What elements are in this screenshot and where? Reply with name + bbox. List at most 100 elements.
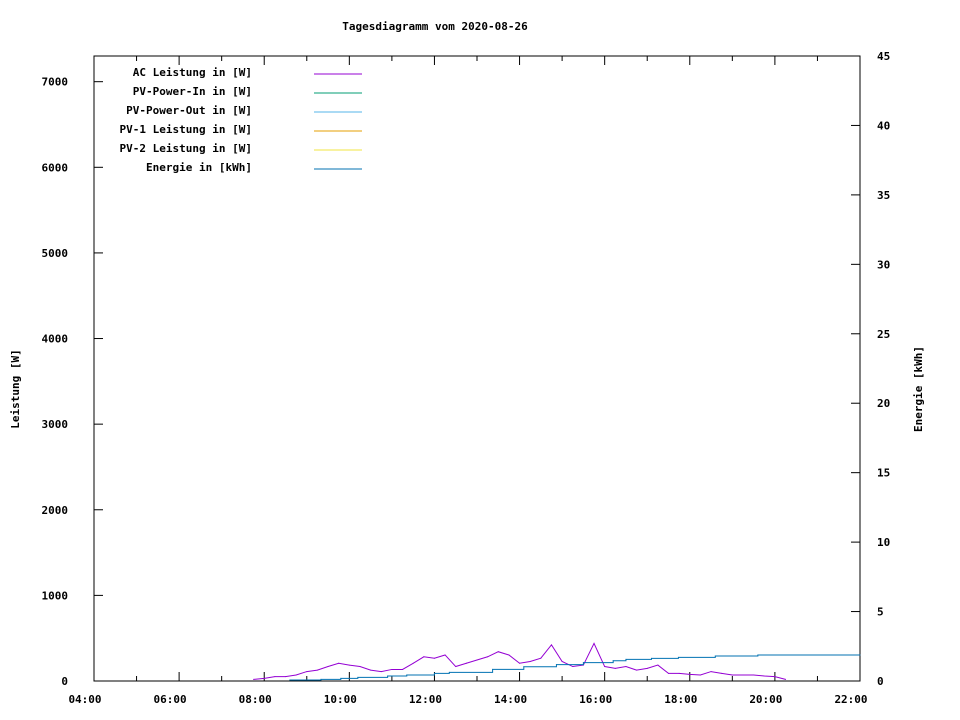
x-tick-label: 10:00 [324, 693, 357, 706]
data-point [753, 674, 755, 676]
legend: AC Leistung in [W] PV-Power-In in [W] PV-P… [120, 66, 362, 174]
x-tick-label: 22:00 [834, 693, 867, 706]
data-point [646, 667, 648, 669]
y2-tick-label: 0 [877, 675, 884, 688]
y-tick-label: 2000 [42, 504, 69, 517]
x-tick-label: 14:00 [494, 693, 527, 706]
data-point [540, 657, 542, 659]
data-point [678, 672, 680, 674]
y2-tick-label: 40 [877, 119, 890, 132]
data-point [561, 660, 563, 662]
data-point [612, 660, 614, 662]
legend-label: PV-2 Leistung in [W] [120, 142, 252, 155]
data-point [380, 671, 382, 673]
data-point [721, 672, 723, 674]
data-point [508, 654, 510, 656]
data-point [550, 644, 552, 646]
y-tick-label: 5000 [42, 247, 69, 260]
data-point [625, 666, 627, 668]
data-point [289, 679, 291, 681]
data-point [714, 655, 716, 657]
y-tick-label: 1000 [42, 589, 69, 602]
y-tick-label: 4000 [42, 333, 69, 346]
data-point [423, 656, 425, 658]
data-point [785, 678, 787, 680]
data-point [348, 664, 350, 666]
x-tick-label: 18:00 [664, 693, 697, 706]
data-point [391, 668, 393, 670]
data-point [357, 676, 359, 678]
data-point [497, 651, 499, 653]
x-tick-label: 08:00 [239, 693, 272, 706]
data-point [476, 659, 478, 661]
data-point [338, 662, 340, 664]
data-point [316, 669, 318, 671]
data-point [757, 654, 759, 656]
data-point [519, 662, 521, 664]
data-point [689, 673, 691, 675]
legend-label: PV-1 Leistung in [W] [120, 123, 252, 136]
data-point [340, 677, 342, 679]
data-point [444, 654, 446, 656]
data-point [387, 675, 389, 677]
y2-tick-label: 45 [877, 50, 890, 63]
data-point [492, 668, 494, 670]
data-point [650, 657, 652, 659]
legend-label: PV-Power-In in [W] [133, 85, 252, 98]
data-point [487, 656, 489, 658]
data-point [859, 654, 861, 656]
data-point [433, 672, 435, 674]
data-point [699, 674, 701, 676]
x-tick-label: 12:00 [409, 693, 442, 706]
data-point [742, 674, 744, 676]
y-tick-label: 6000 [42, 161, 69, 174]
data-point [465, 662, 467, 664]
legend-label: Energie in [kWh] [146, 161, 252, 174]
axes: 04:00 06:00 08:00 10:00 12:00 14:00 16:00 18:00… [42, 50, 891, 706]
y2-axis-label: Energie [kWh] [912, 346, 925, 432]
data-point [253, 678, 255, 680]
y-axis-label: Leistung [W] [9, 349, 22, 428]
x-tick-label: 06:00 [154, 693, 187, 706]
data-point [555, 664, 557, 666]
x-tick-label: 16:00 [579, 693, 612, 706]
legend-label: PV-Power-Out in [W] [126, 104, 252, 117]
data-point [593, 642, 595, 644]
y2-tick-label: 5 [877, 606, 884, 619]
data-point [455, 666, 457, 668]
data-point [604, 666, 606, 668]
data-point [412, 662, 414, 664]
legend-label: AC Leistung in [W] [133, 66, 252, 79]
y2-tick-label: 15 [877, 467, 890, 480]
data-point [774, 676, 776, 678]
y-tick-label: 3000 [42, 418, 69, 431]
data-point [572, 666, 574, 668]
data-point [731, 674, 733, 676]
data-point [625, 658, 627, 660]
data-point [710, 671, 712, 673]
data-point [402, 668, 404, 670]
chart-title: Tagesdiagramm vom 2020-08-26 [342, 20, 528, 33]
data-point [433, 657, 435, 659]
data-point [320, 678, 322, 680]
y2-tick-label: 25 [877, 328, 890, 341]
data-point [657, 664, 659, 666]
y2-tick-label: 10 [877, 536, 890, 549]
data-point [295, 674, 297, 676]
data-point [614, 667, 616, 669]
y2-tick-label: 30 [877, 258, 890, 271]
data-point [327, 666, 329, 668]
data-point [263, 677, 265, 679]
data-point [306, 671, 308, 673]
data-point [763, 675, 765, 677]
data-point [359, 666, 361, 668]
x-tick-label: 20:00 [749, 693, 782, 706]
data-point [448, 671, 450, 673]
data-point [274, 676, 276, 678]
data-point [370, 669, 372, 671]
y-tick-label: 0 [61, 675, 68, 688]
y-tick-label: 7000 [42, 76, 69, 89]
data-point [668, 672, 669, 674]
